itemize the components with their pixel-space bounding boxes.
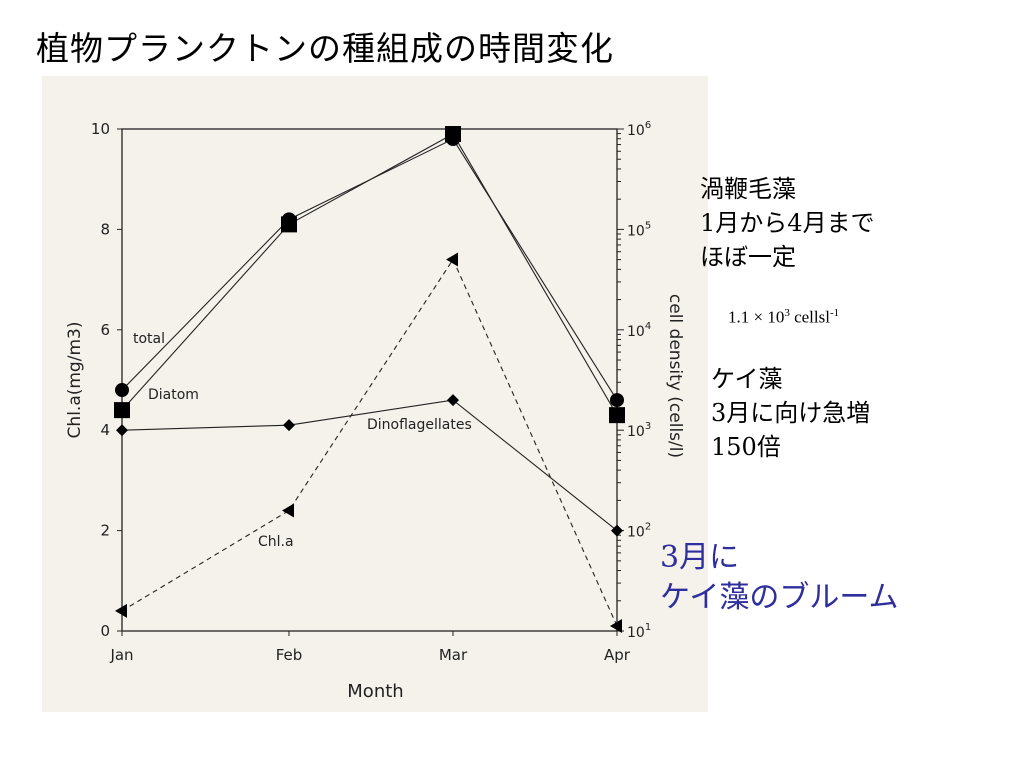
series-label-chl-a: Chl.a [258,534,294,550]
slide-title: 植物プランクトンの種組成の時間変化 [36,29,614,68]
bloom-line1: 3月に [660,540,740,575]
y2-tick-label: 102 [627,522,651,541]
y2-tick-label: 104 [627,321,651,340]
bloom-note: 3月に ケイ藻のブルーム [660,538,899,618]
y-tick-label: 0 [100,622,110,640]
diatom-note: ケイ藻 3月に向け急増 150倍 [711,362,870,464]
dino-note: 渦鞭毛藻 1月から4月まで ほぼ一定 [700,172,875,274]
chl-a-line [121,258,618,627]
series-label-diatom: Diatom [148,387,199,403]
dino-period: 1月から4月まで [700,209,875,237]
dino-constant: ほぼ一定 [700,243,796,271]
series-label-total: total [133,331,165,347]
diatom-title: ケイ藻 [711,365,783,393]
series-label-dinoflagellates: Dinoflagellates [367,417,472,433]
y-tick-label: 2 [100,522,110,540]
diatom-increase: 3月に向け急増 [711,399,871,427]
y-tick-label: 8 [100,220,110,238]
chl-a-point [282,503,294,518]
dinoflagellates-line [121,399,618,532]
diatom-point [114,402,130,419]
x-tick-label: Jan [109,646,133,664]
diatom-factor: 150倍 [711,433,781,461]
total-point [610,393,624,408]
dinoflagellates-point [611,524,623,537]
chl-a-point [610,618,622,633]
total-point [115,383,129,398]
bloom-line2: ケイ藻のブルーム [660,580,899,615]
y-axis-label: Chl.a(mg/m3) [65,322,85,439]
y-tick-label: 10 [91,120,110,138]
diatom-line [121,133,618,416]
chl-a-point [446,252,458,267]
y2-tick-label: 105 [627,220,651,239]
dino-value: 1.1 × 103 cellsl-1 [728,307,840,327]
y2-tick-label: 103 [627,421,651,440]
x-tick-label: Feb [276,646,303,664]
chart-panel [42,76,708,712]
y2-tick-label: 106 [627,120,651,139]
y-tick-label: 6 [100,321,110,339]
diatom-point [609,407,625,424]
diatom-point [281,216,297,233]
y2-axis-label: cell density (cells/l) [665,294,685,458]
total-line [121,138,618,401]
y-tick-label: 4 [100,421,110,439]
dinoflagellates-point [283,419,295,432]
dinoflagellates-point [116,424,128,437]
chl-a-point [115,603,127,618]
dinoflagellates-point [447,394,459,407]
dino-title: 渦鞭毛藻 [700,175,796,203]
diatom-point [445,126,461,143]
x-tick-label: Mar [439,646,468,664]
plot-frame [121,128,618,632]
x-tick-label: Apr [604,646,631,664]
y2-tick-label: 101 [627,622,651,641]
x-axis-label: Month [347,681,403,702]
